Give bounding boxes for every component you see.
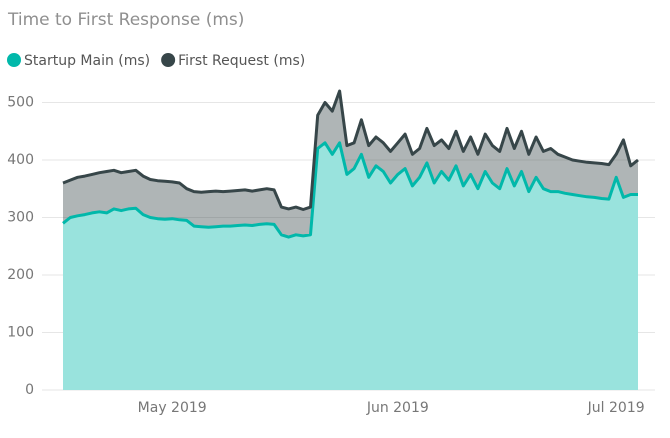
line xyxy=(62,89,639,211)
line xyxy=(62,141,638,239)
y-tick-label: 400 xyxy=(7,152,34,168)
y-tick-label: 200 xyxy=(7,267,34,283)
legend-label: First Request (ms) xyxy=(178,53,305,69)
y-tick-label: 300 xyxy=(7,210,34,226)
legend-label: Startup Main (ms) xyxy=(24,53,150,69)
y-tick-label: 100 xyxy=(7,325,34,341)
x-tick-label: Jul 2019 xyxy=(587,400,645,416)
area xyxy=(63,142,638,390)
legend-marker xyxy=(161,53,176,67)
x-tick-label: Jun 2019 xyxy=(366,400,429,416)
x-tick-label: May 2019 xyxy=(138,400,207,416)
legend-marker xyxy=(7,53,21,67)
y-tick-label: 500 xyxy=(7,95,34,111)
y-tick-label: 0 xyxy=(25,382,34,398)
area-base xyxy=(63,142,638,390)
chart-title: Time to First Response (ms) xyxy=(7,10,244,30)
